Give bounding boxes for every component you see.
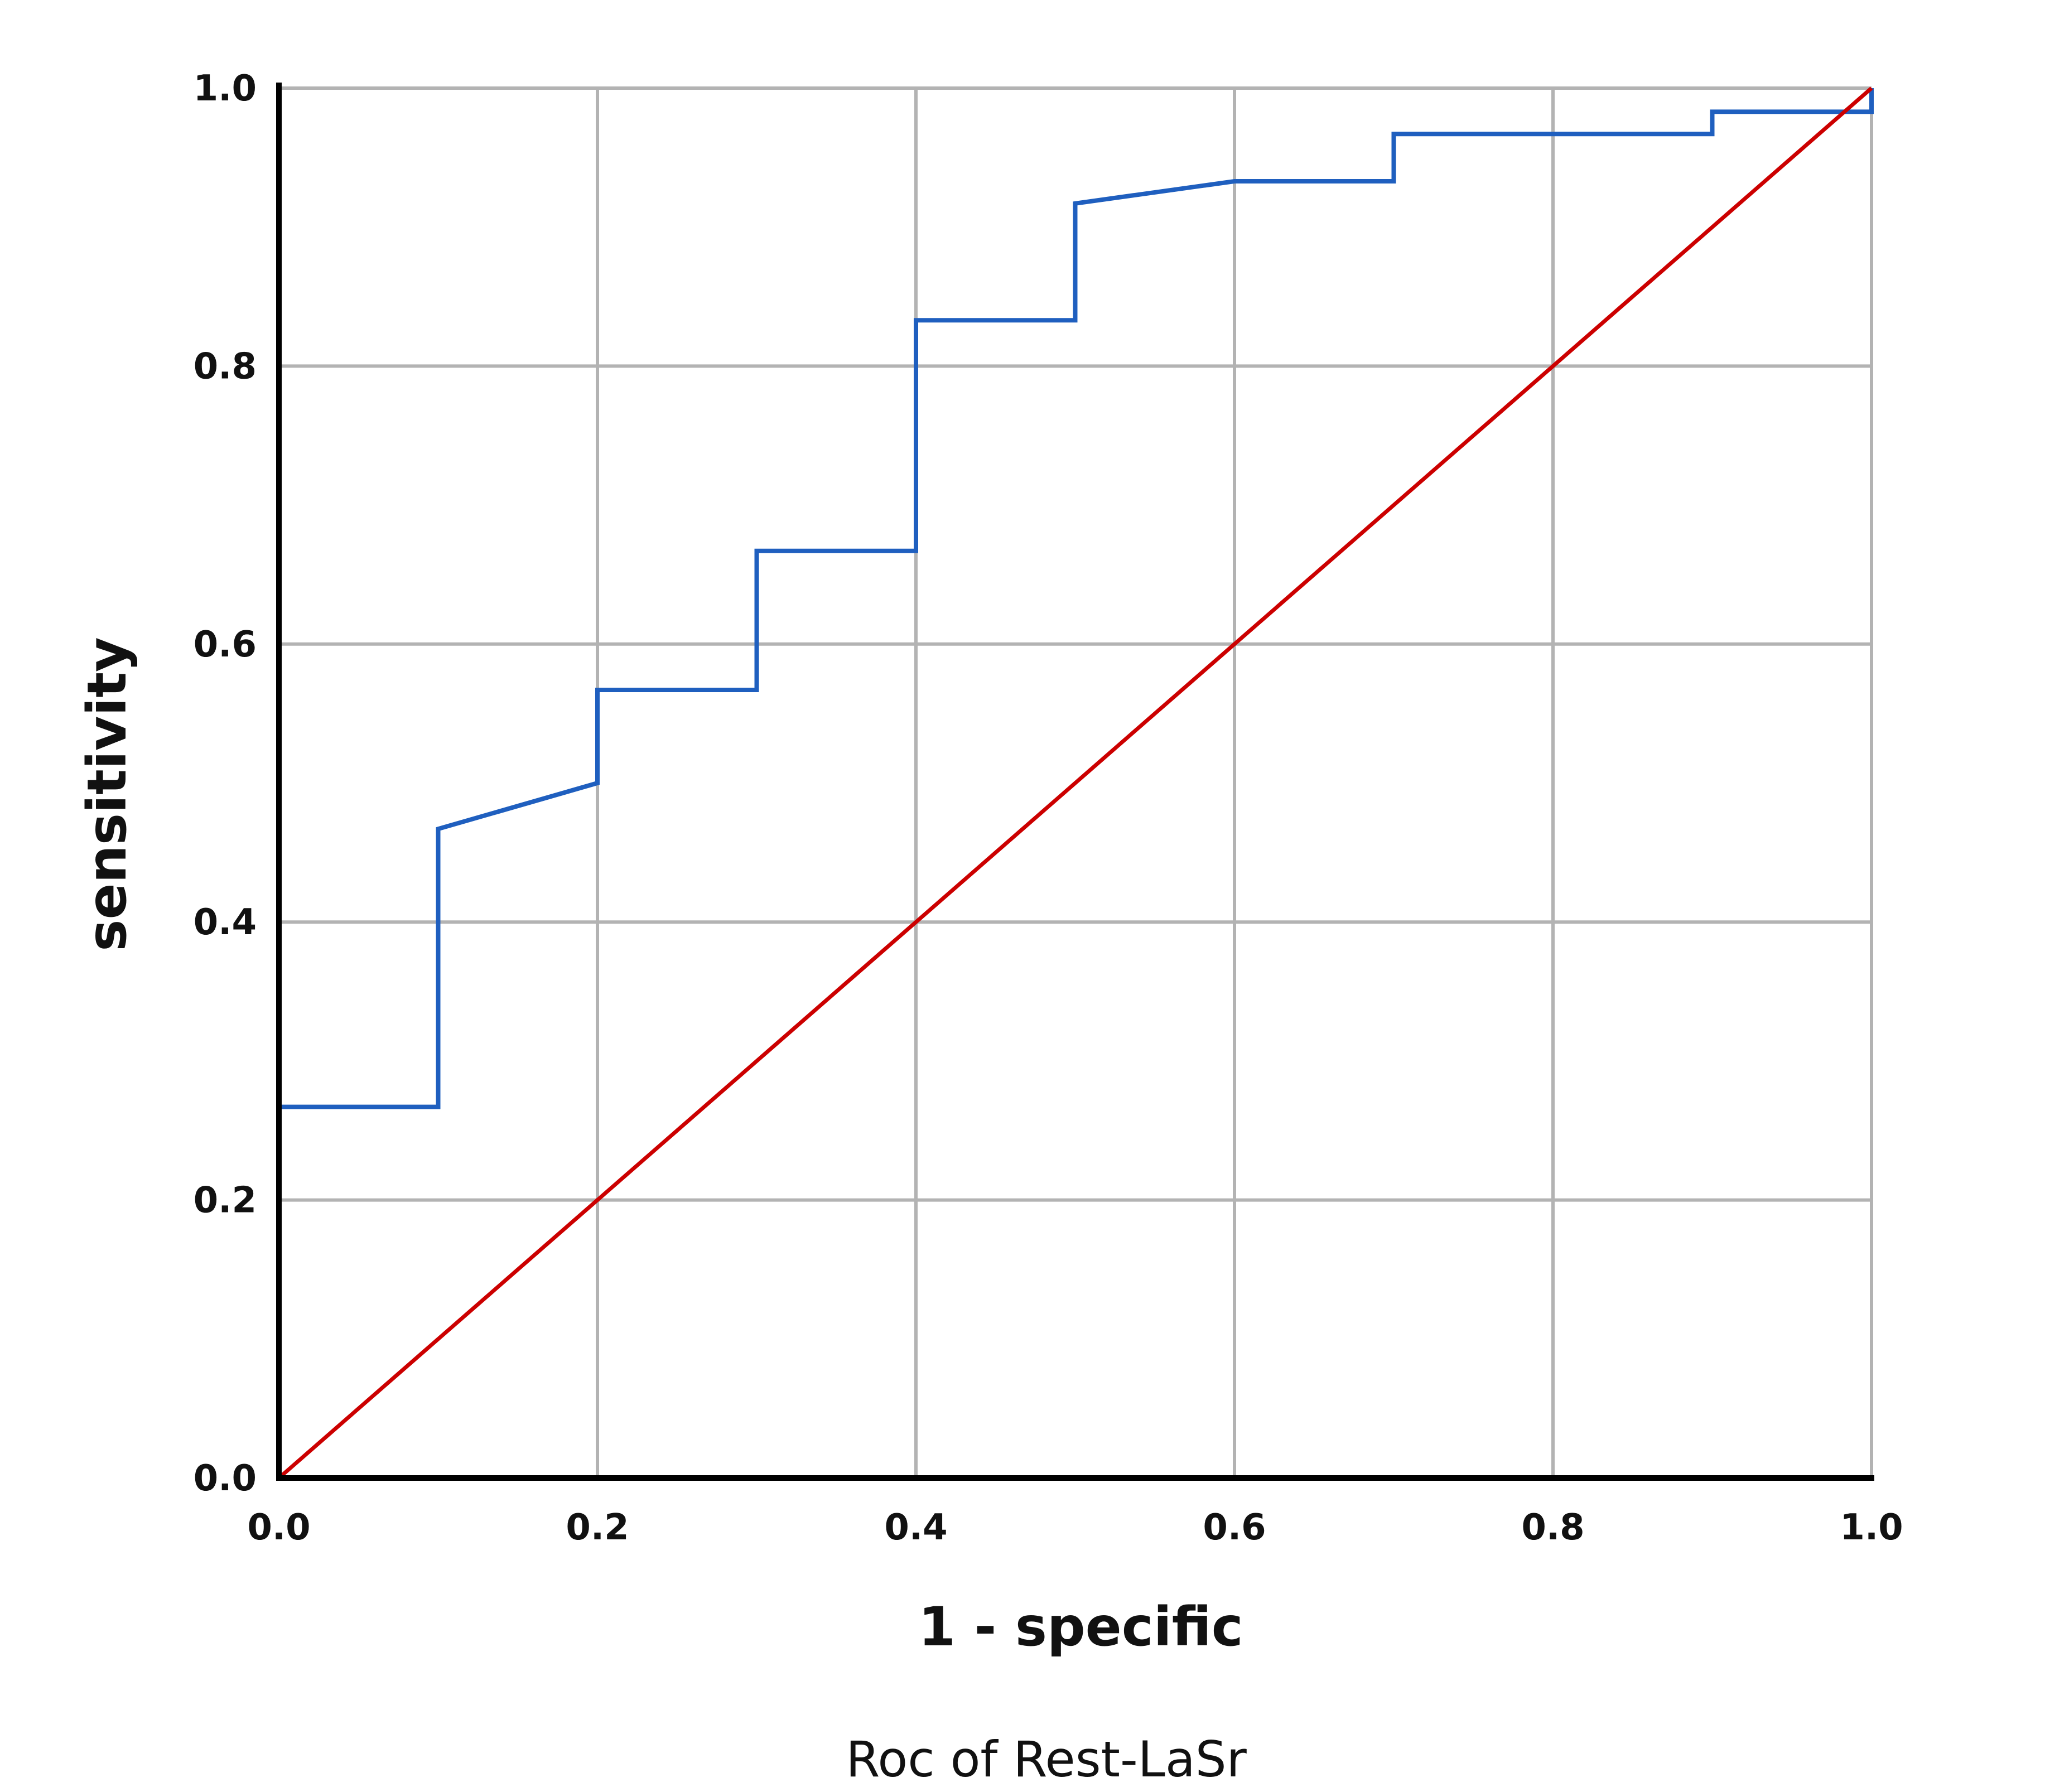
tick-labels: 0.0 0.2 0.4 0.6 0.8 1.0 0.0 0.2 0.4 0.6 0.8 1.0 [194,68,1903,1548]
chart-caption: Roc of Rest-LaSr [846,1731,1247,1788]
x-tick-label: 0.6 [1203,1507,1266,1548]
reference-diagonal-line [277,86,1873,1480]
x-tick-label: 0.4 [884,1507,947,1548]
x-tick-label: 0.8 [1521,1507,1584,1548]
series-layer [277,86,1874,1480]
y-tick-label: 0.0 [194,1458,257,1499]
x-axis-title: 1 - specific [918,1596,1243,1658]
y-tick-label: 0.2 [194,1180,257,1221]
y-axis-title: sensitivity [76,637,138,951]
y-tick-label: 0.4 [194,902,257,943]
axes [276,83,1874,1481]
y-tick-label: 0.8 [194,346,257,387]
roc-curve-line [277,88,1874,1478]
x-tick-label: 0.0 [247,1507,310,1548]
x-tick-label: 0.2 [566,1507,629,1548]
y-tick-label: 1.0 [194,68,257,109]
x-tick-label: 1.0 [1840,1507,1903,1548]
y-tick-label: 0.6 [194,624,257,665]
